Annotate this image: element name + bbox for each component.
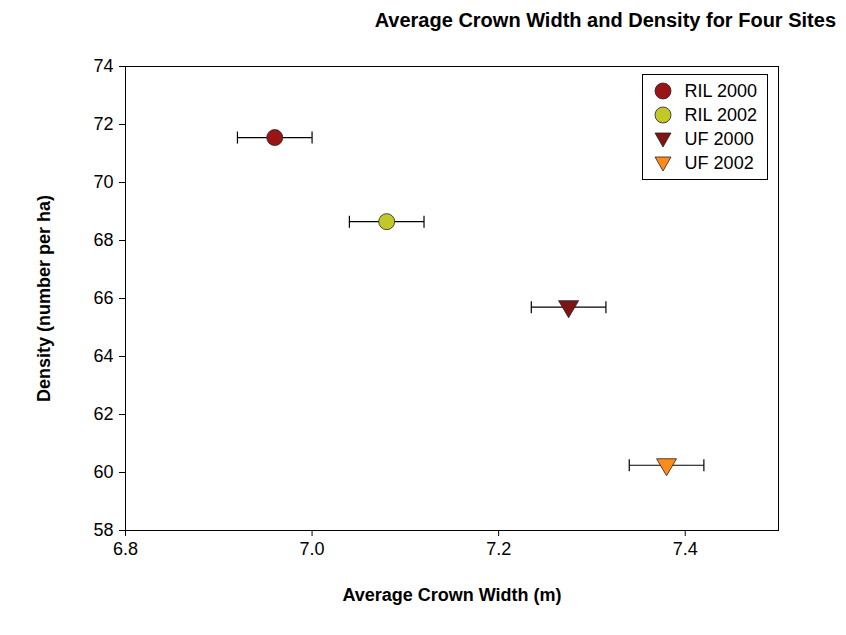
html-text:RIL 2002: RIL 2002 bbox=[684, 104, 757, 125]
svg-text:7.0: 7.0 bbox=[300, 539, 325, 559]
svg-text:62: 62 bbox=[93, 404, 113, 424]
html-text:Average Crown Width and Densit: Average Crown Width and Density for Four… bbox=[374, 9, 836, 31]
svg-text:7.2: 7.2 bbox=[486, 539, 511, 559]
html-text:RIL 2000: RIL 2000 bbox=[684, 80, 757, 101]
svg-text:72: 72 bbox=[93, 114, 113, 134]
svg-text:58: 58 bbox=[93, 520, 113, 540]
svg-text:70: 70 bbox=[93, 172, 113, 192]
svg-text:68: 68 bbox=[93, 230, 113, 250]
svg-text:6.8: 6.8 bbox=[113, 539, 138, 559]
svg-text:66: 66 bbox=[93, 288, 113, 308]
svg-text:7.4: 7.4 bbox=[673, 539, 698, 559]
svg-text:60: 60 bbox=[93, 462, 113, 482]
html-text:UF 2002: UF 2002 bbox=[684, 152, 754, 173]
svg-text:74: 74 bbox=[93, 56, 113, 76]
svg-text:64: 64 bbox=[93, 346, 113, 366]
svg-text:Average Crown Width (m): Average Crown Width (m) bbox=[342, 585, 561, 605]
svg-text:Density (number per ha): Density (number per ha) bbox=[34, 195, 54, 402]
html-text:UF 2000: UF 2000 bbox=[684, 128, 754, 149]
